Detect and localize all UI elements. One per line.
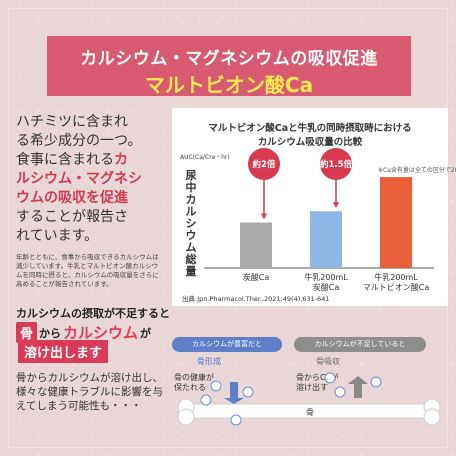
ga-text: が [140,326,152,340]
y-axis-label: 尿中カルシウム総量 [185,169,197,278]
chart-title-line1: マルトビオン酸Caと牛乳の同時摂取時における [208,123,412,134]
bone-formation-label: 骨形成 [197,357,221,366]
header-banner: カルシウム・マグネシウムの吸収促進 マルトビオン酸Ca [47,36,411,97]
x-tick-label: 牛乳200mL [374,272,418,282]
small-text: 骨からCaが [296,373,339,382]
annotation-label: 約1.5倍 [320,159,353,170]
intro-line: ハチミツに含まれ [16,114,128,130]
annotation-bubble [248,148,280,180]
intro-highlight: ルシウム・マグネシ [16,171,142,187]
y-unit-label: AUC(Ca/Cre・hr) [180,154,230,161]
intro-highlight: ウムの吸収を促進 [16,190,128,206]
chart-source: 出典:Jpn.Pharmacol.Ther.,2021;49(4),631-64… [182,295,330,303]
kara-text: から [39,326,62,340]
melt-tag: 溶け出します [18,340,109,363]
header-subtitle: マルトビオン酸Ca [144,73,314,97]
small-text: 保たれる [174,383,206,392]
chart-bar [240,222,272,268]
bone-resorption-label: 骨吸収 [316,357,340,366]
annotation-bubble [320,148,352,180]
chart-note: ※Ca含有量は全ての区分で267mg [378,166,456,174]
bone-tag: 骨 [16,322,38,343]
intro-note: 年齢とともに、食事から吸収できるカルシウムは減少しています。牛乳とマルトビオン酸… [16,253,159,288]
small-text: 溶け出す [296,383,328,392]
annotation-label: 約2倍 [253,159,276,170]
bottom-description: 骨からカルシウムが溶け出し、様々な健康トラブルに影響を与えてしまう可能性も・・・ [16,372,163,412]
chart-bar [380,177,412,268]
chart-bar [310,211,342,268]
warning-line: カルシウムの摂取が不足すると [16,307,170,320]
calcium-text: カルシウム [63,324,139,342]
intro-line: することが報告さ [16,209,128,225]
chart-panel: マルトビオン酸Caと牛乳の同時摂取時における カルシウム吸収量の比較 AUC(C… [172,108,456,306]
bone-healthy-text: 骨の健康が 保たれる [174,373,214,393]
header-title: カルシウム・マグネシウムの吸収促進 [80,49,378,69]
rich-calcium-pill: カルシウムが豊富だと [172,337,282,352]
chart-title-line2: カルシウム吸収量の比較 [257,137,363,148]
warning-highlight-line: 骨 から カルシウム が [16,322,151,343]
x-tick-label: 炭酸Ca [243,272,270,282]
intro-line: れています。 [16,228,99,244]
x-tick-label: 炭酸Ca [313,282,340,292]
x-tick-label: マルトビオン酸Ca [363,282,430,292]
intro-line: る希少成分の一つ。 [16,133,142,149]
annotation-arrowhead [261,213,267,220]
bar-chart: ※Ca含有量は全ての区分で267mg炭酸Ca牛乳200mL炭酸Ca牛乳200mL… [204,148,456,292]
annotation-arrowhead [333,202,339,209]
x-tick-label: 牛乳200mL [304,272,348,282]
intro-text: ハチミツに含まれ る希少成分の一つ。 食事に含まれるカ ルシウム・マグネシ ウム… [16,113,162,246]
intro-highlight: カ [114,152,128,168]
intro-line: 食事に含まれる [16,152,114,168]
lack-calcium-pill: カルシウムが不足していると [294,337,426,352]
calcium-leak-text: 骨からCaが 溶け出す [296,373,339,393]
small-text: 骨の健康が [174,373,214,382]
